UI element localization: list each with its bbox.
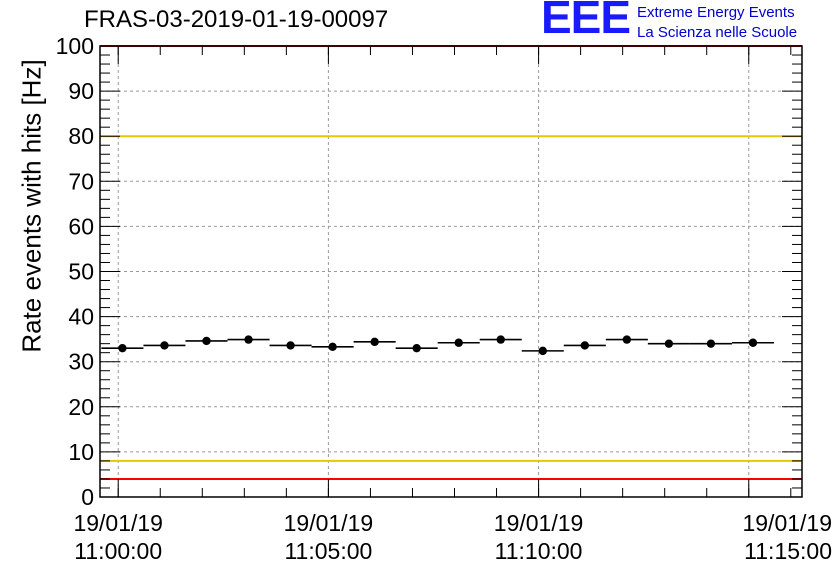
- x-tick-label-time: 11:00:00: [74, 538, 162, 564]
- logo-line-1: Extreme Energy Events: [637, 4, 795, 21]
- x-tick-label-date: 19/01/19: [73, 510, 163, 536]
- data-point: [454, 338, 463, 347]
- x-tick-label-time: 11:05:00: [284, 538, 372, 564]
- y-tick-label: 70: [68, 168, 94, 194]
- y-tick-label: 60: [68, 213, 94, 239]
- data-point: [412, 343, 421, 353]
- tick-labels: 010203040506070809010019/01/1911:00:0019…: [56, 33, 832, 564]
- y-tick-label: 100: [56, 33, 94, 59]
- data-point: [748, 338, 758, 347]
- data-point: [244, 335, 253, 344]
- data-point: [370, 337, 379, 347]
- y-tick-label: 10: [68, 439, 94, 465]
- x-tick-label-time: 11:15:00: [744, 538, 832, 564]
- x-tick-label-time: 11:10:00: [495, 538, 583, 564]
- data-point: [202, 336, 211, 346]
- data-point: [538, 346, 547, 356]
- grid: [100, 46, 802, 497]
- y-tick-label: 0: [81, 484, 94, 510]
- y-tick-label: 20: [68, 394, 94, 420]
- data-point: [664, 339, 674, 348]
- y-tick-label: 30: [68, 349, 94, 375]
- y-tick-label: 50: [68, 259, 94, 285]
- x-tick-label-date: 19/01/19: [284, 510, 374, 536]
- data-point: [580, 341, 590, 350]
- data-points: [101, 335, 774, 356]
- y-tick-label: 80: [68, 123, 94, 149]
- data-point: [328, 342, 337, 352]
- chart-title: FRAS-03-2019-01-19-00097: [84, 6, 389, 33]
- reference-lines: [100, 45, 802, 480]
- eee-logo: EEE: [541, 0, 631, 43]
- data-point: [160, 341, 169, 350]
- x-tick-label-date: 19/01/19: [742, 510, 832, 536]
- data-point: [118, 343, 127, 353]
- logo-line-2: La Scienza nelle Scuole: [637, 24, 798, 41]
- data-point: [706, 339, 716, 348]
- plot-frame: [99, 45, 803, 498]
- y-tick-label: 40: [68, 304, 94, 330]
- data-point: [496, 335, 505, 344]
- data-point: [286, 341, 295, 350]
- y-tick-label: 90: [68, 78, 94, 104]
- data-point: [622, 335, 632, 344]
- x-tick-label-date: 19/01/19: [494, 510, 584, 536]
